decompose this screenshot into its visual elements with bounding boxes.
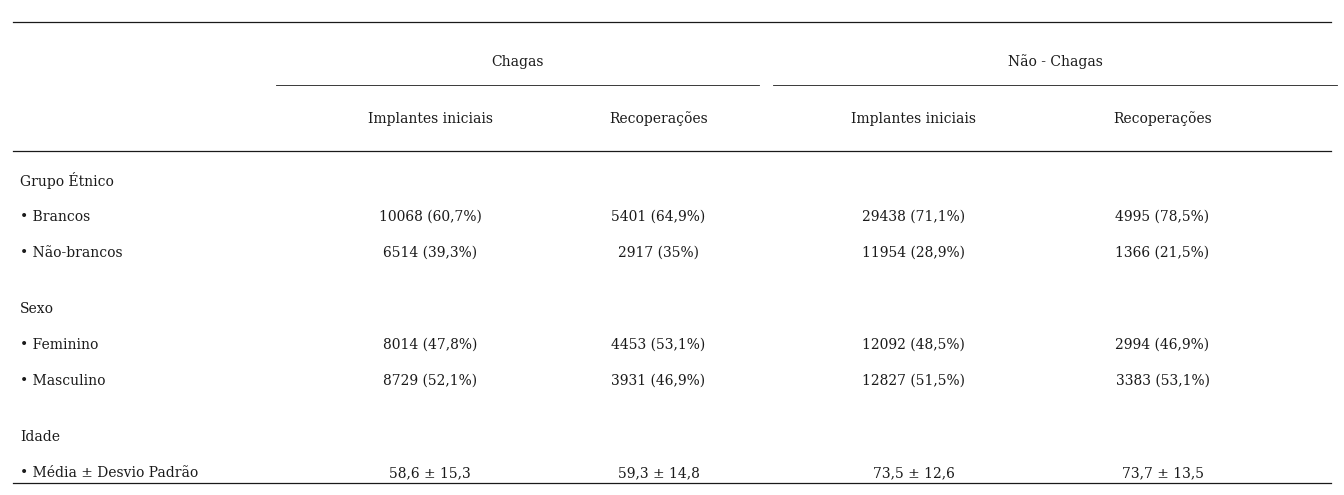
Text: 2994 (46,9%): 2994 (46,9%): [1116, 338, 1210, 352]
Text: • Não-brancos: • Não-brancos: [20, 246, 122, 260]
Text: 4995 (78,5%): 4995 (78,5%): [1116, 210, 1210, 224]
Text: Implantes iniciais: Implantes iniciais: [367, 112, 493, 126]
Text: • Brancos: • Brancos: [20, 210, 90, 224]
Text: 6514 (39,3%): 6514 (39,3%): [383, 246, 477, 260]
Text: 59,3 ± 14,8: 59,3 ± 14,8: [618, 466, 699, 480]
Text: Recoperações: Recoperações: [609, 111, 708, 126]
Text: 29438 (71,1%): 29438 (71,1%): [863, 210, 965, 224]
Text: Chagas: Chagas: [491, 55, 544, 69]
Text: Grupo Étnico: Grupo Étnico: [20, 172, 114, 189]
Text: 8729 (52,1%): 8729 (52,1%): [383, 374, 477, 388]
Text: Não - Chagas: Não - Chagas: [1008, 54, 1102, 69]
Text: 3383 (53,1%): 3383 (53,1%): [1116, 374, 1210, 388]
Text: 2917 (35%): 2917 (35%): [618, 246, 699, 260]
Text: 73,7 ± 13,5: 73,7 ± 13,5: [1121, 466, 1204, 480]
Text: 73,5 ± 12,6: 73,5 ± 12,6: [874, 466, 954, 480]
Text: 11954 (28,9%): 11954 (28,9%): [863, 246, 965, 260]
Text: 12092 (48,5%): 12092 (48,5%): [863, 338, 965, 352]
Text: • Feminino: • Feminino: [20, 338, 98, 352]
Text: 58,6 ± 15,3: 58,6 ± 15,3: [390, 466, 470, 480]
Text: Implantes iniciais: Implantes iniciais: [851, 112, 977, 126]
Text: 1366 (21,5%): 1366 (21,5%): [1116, 246, 1210, 260]
Text: • Masculino: • Masculino: [20, 374, 106, 388]
Text: 4453 (53,1%): 4453 (53,1%): [612, 338, 706, 352]
Text: • Média ± Desvio Padrão: • Média ± Desvio Padrão: [20, 466, 199, 480]
Text: 10068 (60,7%): 10068 (60,7%): [379, 210, 481, 224]
Text: Recoperações: Recoperações: [1113, 111, 1212, 126]
Text: 3931 (46,9%): 3931 (46,9%): [612, 374, 706, 388]
Text: Idade: Idade: [20, 430, 60, 444]
Text: Sexo: Sexo: [20, 302, 54, 316]
Text: 5401 (64,9%): 5401 (64,9%): [612, 210, 706, 224]
Text: 12827 (51,5%): 12827 (51,5%): [863, 374, 965, 388]
Text: 8014 (47,8%): 8014 (47,8%): [383, 338, 477, 352]
